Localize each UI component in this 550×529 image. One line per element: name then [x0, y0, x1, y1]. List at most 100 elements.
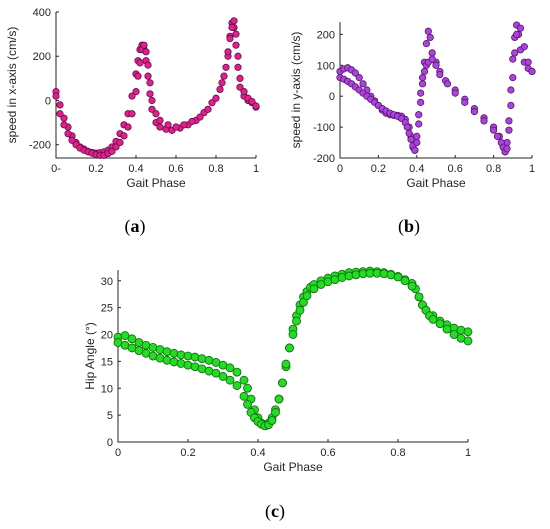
- data-point: [218, 79, 226, 87]
- y-tick-label: 0: [45, 95, 51, 107]
- y-tick-label: 20: [101, 330, 113, 342]
- data-point: [278, 378, 287, 388]
- y-axis-label: speed in y-axis (cm/s): [289, 32, 303, 149]
- data-point: [144, 61, 152, 69]
- data-point: [243, 399, 252, 409]
- data-point: [413, 138, 421, 147]
- y-axis-label: Hip Angle (°): [83, 322, 97, 390]
- data-point: [224, 48, 232, 56]
- x-tick-label: 0.6: [320, 447, 335, 459]
- data-point: [239, 391, 249, 401]
- x-axis-label: Gait Phase: [263, 460, 323, 474]
- data-point: [60, 121, 68, 129]
- data-point: [351, 69, 359, 77]
- data-point: [295, 305, 305, 315]
- y-tick-label: 0: [107, 437, 113, 449]
- data-point: [463, 336, 473, 346]
- data-point: [359, 80, 367, 88]
- data-point: [127, 334, 137, 344]
- data-point: [128, 110, 136, 118]
- data-point: [120, 331, 130, 340]
- x-tick-label: 0.4: [128, 163, 143, 175]
- data-point: [226, 34, 234, 43]
- x-tick-label: 0.2: [180, 447, 195, 459]
- data-point: [239, 375, 249, 385]
- data-point: [232, 30, 240, 38]
- data-point: [302, 291, 312, 301]
- data-point: [520, 43, 528, 51]
- data-point: [146, 90, 154, 98]
- data-point: [267, 416, 277, 425]
- data-point: [220, 72, 228, 80]
- data-point: [292, 316, 301, 326]
- data-point: [56, 101, 64, 109]
- data-point: [516, 24, 525, 32]
- data-point: [64, 130, 72, 138]
- x-tick-label: 1: [529, 163, 535, 175]
- x-tick-label: 1: [465, 447, 471, 459]
- data-point: [420, 67, 429, 76]
- data-point: [164, 121, 172, 129]
- y-tick-label: 100: [317, 60, 335, 72]
- data-point: [228, 23, 236, 32]
- data-point: [422, 40, 430, 48]
- caption-c: (c): [265, 501, 285, 522]
- data-point: [428, 315, 438, 324]
- caption-a: (a): [125, 216, 146, 237]
- data-point: [140, 41, 148, 49]
- data-point: [128, 92, 136, 100]
- data-point: [234, 63, 242, 71]
- data-point: [415, 111, 423, 119]
- y-tick-label: 25: [101, 303, 113, 315]
- x-tick-label: 0.8: [486, 163, 501, 175]
- data-point: [152, 110, 160, 118]
- data-point: [271, 408, 280, 417]
- data-point: [243, 383, 252, 393]
- data-point: [281, 359, 291, 369]
- y-tick-label: -200: [313, 153, 335, 165]
- data-point: [108, 147, 116, 155]
- data-point: [413, 132, 421, 140]
- data-point: [218, 372, 228, 381]
- data-point: [180, 121, 188, 129]
- x-tick-label: 0.6: [448, 163, 463, 175]
- y-tick-label: 15: [101, 356, 113, 368]
- data-point: [414, 292, 424, 302]
- data-point: [435, 319, 445, 329]
- data-point: [240, 88, 248, 96]
- data-point: [418, 74, 427, 82]
- data-point: [411, 146, 419, 154]
- y-tick-label: 5: [107, 410, 113, 422]
- y-tick-label: 400: [33, 7, 51, 19]
- data-point: [134, 72, 142, 80]
- data-point: [418, 80, 427, 88]
- data-point: [407, 281, 417, 291]
- x-tick-label: 0.6: [168, 163, 183, 175]
- data-point: [232, 381, 242, 390]
- x-tick-label: 0.4: [409, 163, 424, 175]
- data-point: [443, 80, 452, 88]
- data-point: [449, 330, 459, 339]
- data-point: [493, 132, 502, 140]
- data-point: [172, 123, 180, 131]
- x-tick-label: 0: [337, 163, 343, 175]
- x-tick-label: 0.8: [208, 163, 223, 175]
- data-point: [236, 83, 244, 91]
- data-point: [225, 375, 235, 385]
- x-axis-label: Gait Phase: [406, 176, 466, 190]
- data-point: [52, 92, 60, 100]
- data-point: [393, 272, 403, 282]
- data-point: [211, 368, 221, 378]
- x-tick-label: 0.2: [88, 163, 103, 175]
- data-point: [505, 117, 513, 125]
- data-point: [148, 96, 156, 105]
- data-point: [56, 110, 64, 118]
- data-point: [112, 143, 120, 151]
- data-point: [156, 116, 164, 124]
- chart-b: 0 0.2 0.4 0.6 0.8 1 -200 -100 0 100 200 Gait Phase s…: [289, 21, 536, 190]
- data-point: [234, 52, 242, 60]
- data-point: [507, 101, 515, 110]
- data-point: [208, 99, 216, 107]
- data-point: [225, 363, 235, 373]
